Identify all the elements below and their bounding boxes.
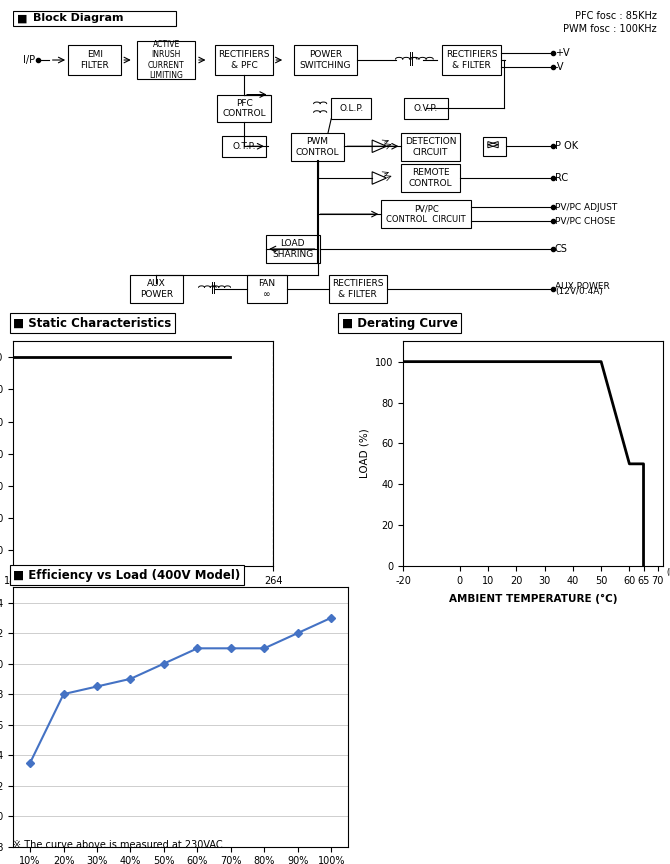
Text: I/P: I/P bbox=[23, 55, 36, 65]
Text: POWER
SWITCHING: POWER SWITCHING bbox=[299, 50, 351, 70]
Text: PV/PC CHOSE: PV/PC CHOSE bbox=[555, 217, 615, 226]
Text: DETECTION
CIRCUIT: DETECTION CIRCUIT bbox=[405, 137, 456, 157]
Text: CS: CS bbox=[555, 244, 567, 254]
Bar bbox=[266, 235, 320, 263]
Text: ■: ■ bbox=[17, 13, 27, 23]
Text: EMI
FILTER: EMI FILTER bbox=[80, 50, 109, 70]
Text: AUX POWER: AUX POWER bbox=[555, 283, 610, 291]
Text: O.T.P.: O.T.P. bbox=[232, 142, 256, 150]
Bar bbox=[218, 94, 271, 122]
Text: PWM
CONTROL: PWM CONTROL bbox=[295, 137, 340, 157]
Text: O.V.P.: O.V.P. bbox=[414, 104, 438, 113]
Text: LOAD
SHARING: LOAD SHARING bbox=[272, 239, 314, 258]
Text: RECTIFIERS
& FILTER: RECTIFIERS & FILTER bbox=[332, 279, 384, 299]
Bar bbox=[13, 11, 176, 26]
Bar bbox=[68, 45, 121, 75]
Bar bbox=[381, 200, 471, 228]
Text: PV/PC ADJUST: PV/PC ADJUST bbox=[555, 203, 617, 212]
Text: RECTIFIERS
& PFC: RECTIFIERS & PFC bbox=[218, 50, 270, 70]
Text: ■ Derating Curve: ■ Derating Curve bbox=[342, 316, 458, 329]
Text: FAN
∞: FAN ∞ bbox=[259, 279, 275, 299]
Text: (12V/0.4A): (12V/0.4A) bbox=[555, 288, 602, 296]
Text: (HORIZONTAL): (HORIZONTAL) bbox=[666, 569, 670, 577]
Text: RECTIFIERS
& FILTER: RECTIFIERS & FILTER bbox=[446, 50, 497, 70]
Text: ※ The curve above is measured at 230VAC.: ※ The curve above is measured at 230VAC. bbox=[13, 841, 226, 850]
Bar bbox=[293, 45, 357, 75]
Text: P OK: P OK bbox=[555, 141, 578, 151]
Y-axis label: LOAD (%): LOAD (%) bbox=[360, 429, 370, 479]
Text: +V: +V bbox=[555, 48, 570, 58]
Bar bbox=[291, 133, 344, 162]
Bar bbox=[137, 41, 196, 79]
Bar bbox=[404, 98, 448, 119]
Text: ACTIVE
INRUSH
CURRENT
LIMITING: ACTIVE INRUSH CURRENT LIMITING bbox=[148, 40, 184, 80]
Bar bbox=[442, 45, 500, 75]
Bar bbox=[401, 133, 460, 162]
X-axis label: INPUT VOLTAGE (V) 60Hz: INPUT VOLTAGE (V) 60Hz bbox=[71, 594, 216, 604]
Bar bbox=[247, 275, 287, 302]
Bar bbox=[482, 137, 506, 156]
Text: PFC fosc : 85KHz: PFC fosc : 85KHz bbox=[575, 11, 657, 22]
Bar bbox=[215, 45, 273, 75]
X-axis label: AMBIENT TEMPERATURE (°C): AMBIENT TEMPERATURE (°C) bbox=[449, 594, 618, 604]
Text: ■ Efficiency vs Load (400V Model): ■ Efficiency vs Load (400V Model) bbox=[13, 569, 241, 581]
Bar bbox=[222, 136, 266, 157]
Bar bbox=[130, 275, 183, 302]
Text: O.L.P.: O.L.P. bbox=[339, 104, 363, 113]
Text: AUX
POWER: AUX POWER bbox=[140, 279, 173, 299]
Text: RC: RC bbox=[555, 173, 568, 183]
Text: ■ Static Characteristics: ■ Static Characteristics bbox=[13, 316, 172, 329]
Bar bbox=[328, 275, 387, 302]
Bar bbox=[401, 164, 460, 192]
Text: PFC
CONTROL: PFC CONTROL bbox=[222, 98, 266, 118]
Text: Block Diagram: Block Diagram bbox=[33, 13, 123, 23]
Text: PV/PC
CONTROL  CIRCUIT: PV/PC CONTROL CIRCUIT bbox=[387, 205, 466, 224]
Text: REMOTE
CONTROL: REMOTE CONTROL bbox=[409, 168, 452, 187]
Bar bbox=[331, 98, 371, 119]
Text: PWM fosc : 100KHz: PWM fosc : 100KHz bbox=[563, 24, 657, 34]
Text: -V: -V bbox=[555, 62, 564, 73]
